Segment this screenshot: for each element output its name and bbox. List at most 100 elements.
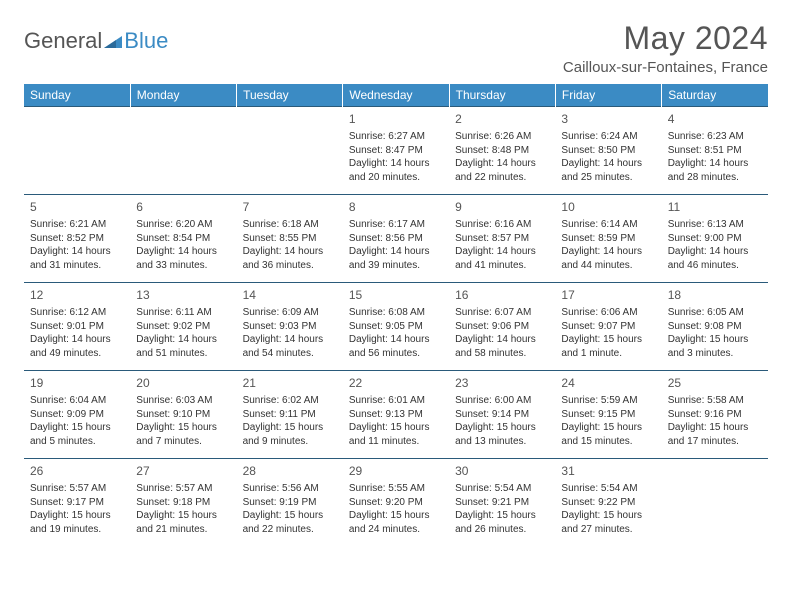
sunset-line: Sunset: 9:01 PM (30, 320, 124, 334)
sunrise-line: Sunrise: 6:06 AM (561, 306, 655, 320)
calendar-day-cell: 25Sunrise: 5:58 AMSunset: 9:16 PMDayligh… (662, 371, 768, 459)
daylight-line: Daylight: 14 hours and 22 minutes. (455, 157, 549, 184)
sunrise-line: Sunrise: 6:13 AM (668, 218, 762, 232)
sunset-line: Sunset: 9:09 PM (30, 408, 124, 422)
day-number: 17 (561, 287, 655, 303)
sunrise-line: Sunrise: 6:27 AM (349, 130, 443, 144)
sunrise-line: Sunrise: 6:00 AM (455, 394, 549, 408)
sunset-line: Sunset: 9:20 PM (349, 496, 443, 510)
sunset-line: Sunset: 9:22 PM (561, 496, 655, 510)
daylight-line: Daylight: 14 hours and 36 minutes. (243, 245, 337, 272)
sunset-line: Sunset: 9:15 PM (561, 408, 655, 422)
sunrise-line: Sunrise: 5:55 AM (349, 482, 443, 496)
sunrise-line: Sunrise: 6:17 AM (349, 218, 443, 232)
day-number: 26 (30, 463, 124, 479)
sunrise-line: Sunrise: 5:57 AM (30, 482, 124, 496)
calendar-week-row: 26Sunrise: 5:57 AMSunset: 9:17 PMDayligh… (24, 459, 768, 547)
sunset-line: Sunset: 9:11 PM (243, 408, 337, 422)
calendar-day-cell: 26 Sunrise: 5:57 AMSunset: 9:17 PMDayligh… (24, 459, 130, 547)
calendar-week-row: 1Sunrise: 6:27 AMSunset: 8:47 PMDaylight… (24, 107, 768, 195)
calendar-day-cell (24, 107, 130, 195)
calendar-day-cell: 28Sunrise: 5:56 AMSunset: 9:19 PMDayligh… (237, 459, 343, 547)
sunset-line: Sunset: 8:48 PM (455, 144, 549, 158)
logo-text-a: General (24, 28, 102, 54)
calendar-table: Sunday Monday Tuesday Wednesday Thursday… (24, 84, 768, 547)
sunrise-line: Sunrise: 6:14 AM (561, 218, 655, 232)
day-number: 27 (136, 463, 230, 479)
daylight-line: Daylight: 15 hours and 9 minutes. (243, 421, 337, 448)
calendar-day-cell: 20Sunrise: 6:03 AMSunset: 9:10 PMDayligh… (130, 371, 236, 459)
daylight-line: Daylight: 14 hours and 33 minutes. (136, 245, 230, 272)
sunrise-line: Sunrise: 6:21 AM (30, 218, 124, 232)
sunrise-line: Sunrise: 6:11 AM (136, 306, 230, 320)
sunrise-line: Sunrise: 5:58 AM (668, 394, 762, 408)
sunrise-line: Sunrise: 5:57 AM (136, 482, 230, 496)
daylight-line: Daylight: 15 hours and 26 minutes. (455, 509, 549, 536)
day-number: 3 (561, 111, 655, 127)
day-number: 23 (455, 375, 549, 391)
day-number: 10 (561, 199, 655, 215)
calendar-day-cell: 17Sunrise: 6:06 AMSunset: 9:07 PMDayligh… (555, 283, 661, 371)
weekday-header: Monday (130, 84, 236, 107)
daylight-line: Daylight: 15 hours and 22 minutes. (243, 509, 337, 536)
sunrise-line: Sunrise: 6:16 AM (455, 218, 549, 232)
calendar-day-cell: 23Sunrise: 6:00 AMSunset: 9:14 PMDayligh… (449, 371, 555, 459)
daylight-line: Daylight: 14 hours and 58 minutes. (455, 333, 549, 360)
sunset-line: Sunset: 8:55 PM (243, 232, 337, 246)
calendar-day-cell: 5Sunrise: 6:21 AMSunset: 8:52 PMDaylight… (24, 195, 130, 283)
logo-mark-icon (104, 28, 124, 54)
daylight-line: Daylight: 15 hours and 5 minutes. (30, 421, 124, 448)
location: Cailloux-sur-Fontaines, France (563, 59, 768, 76)
sunset-line: Sunset: 9:17 PM (30, 496, 124, 510)
day-number: 11 (668, 199, 762, 215)
logo: General Blue (24, 20, 168, 54)
day-number: 13 (136, 287, 230, 303)
daylight-line: Daylight: 15 hours and 19 minutes. (30, 509, 124, 536)
sunrise-line: Sunrise: 5:59 AM (561, 394, 655, 408)
calendar-day-cell: 30Sunrise: 5:54 AMSunset: 9:21 PMDayligh… (449, 459, 555, 547)
title-block: May 2024 Cailloux-sur-Fontaines, France (563, 20, 768, 76)
sunset-line: Sunset: 9:07 PM (561, 320, 655, 334)
sunrise-line: Sunrise: 6:26 AM (455, 130, 549, 144)
daylight-line: Daylight: 14 hours and 49 minutes. (30, 333, 124, 360)
calendar-day-cell: 2 Sunrise: 6:26 AMSunset: 8:48 PMDaylight… (449, 107, 555, 195)
calendar-day-cell: 12 Sunrise: 6:12 AMSunset: 9:01 PMDayligh… (24, 283, 130, 371)
sunset-line: Sunset: 9:02 PM (136, 320, 230, 334)
calendar-day-cell: 6Sunrise: 6:20 AMSunset: 8:54 PMDaylight… (130, 195, 236, 283)
daylight-line: Daylight: 15 hours and 15 minutes. (561, 421, 655, 448)
sunrise-line: Sunrise: 6:05 AM (668, 306, 762, 320)
weekday-header: Sunday (24, 84, 130, 107)
day-number: 12 (30, 287, 124, 303)
sunrise-line: Sunrise: 6:03 AM (136, 394, 230, 408)
sunset-line: Sunset: 9:18 PM (136, 496, 230, 510)
calendar-day-cell: 31Sunrise: 5:54 AMSunset: 9:22 PMDayligh… (555, 459, 661, 547)
day-number: 2 (455, 111, 549, 127)
day-number: 16 (455, 287, 549, 303)
calendar-day-cell: 1Sunrise: 6:27 AMSunset: 8:47 PMDaylight… (343, 107, 449, 195)
sunrise-line: Sunrise: 6:12 AM (30, 306, 124, 320)
calendar-day-cell: 4Sunrise: 6:23 AMSunset: 8:51 PMDaylight… (662, 107, 768, 195)
day-number: 9 (455, 199, 549, 215)
day-number: 21 (243, 375, 337, 391)
weekday-header: Saturday (662, 84, 768, 107)
day-number: 15 (349, 287, 443, 303)
calendar-day-cell: 24Sunrise: 5:59 AMSunset: 9:15 PMDayligh… (555, 371, 661, 459)
calendar-week-row: 12Sunrise: 6:12 AMSunset: 9:01 PMDayligh… (24, 283, 768, 371)
sunset-line: Sunset: 9:08 PM (668, 320, 762, 334)
day-number: 28 (243, 463, 337, 479)
daylight-line: Daylight: 15 hours and 13 minutes. (455, 421, 549, 448)
calendar-week-row: 19Sunrise: 6:04 AMSunset: 9:09 PMDayligh… (24, 371, 768, 459)
daylight-line: Daylight: 15 hours and 27 minutes. (561, 509, 655, 536)
sunset-line: Sunset: 9:21 PM (455, 496, 549, 510)
sunset-line: Sunset: 9:05 PM (349, 320, 443, 334)
day-number: 20 (136, 375, 230, 391)
calendar-day-cell (237, 107, 343, 195)
daylight-line: Daylight: 15 hours and 11 minutes. (349, 421, 443, 448)
day-number: 29 (349, 463, 443, 479)
calendar-week-row: 5Sunrise: 6:21 AMSunset: 8:52 PMDaylight… (24, 195, 768, 283)
logo-text-b: Blue (124, 28, 168, 54)
weekday-header-row: Sunday Monday Tuesday Wednesday Thursday… (24, 84, 768, 107)
day-number: 7 (243, 199, 337, 215)
daylight-line: Daylight: 14 hours and 46 minutes. (668, 245, 762, 272)
day-number: 31 (561, 463, 655, 479)
